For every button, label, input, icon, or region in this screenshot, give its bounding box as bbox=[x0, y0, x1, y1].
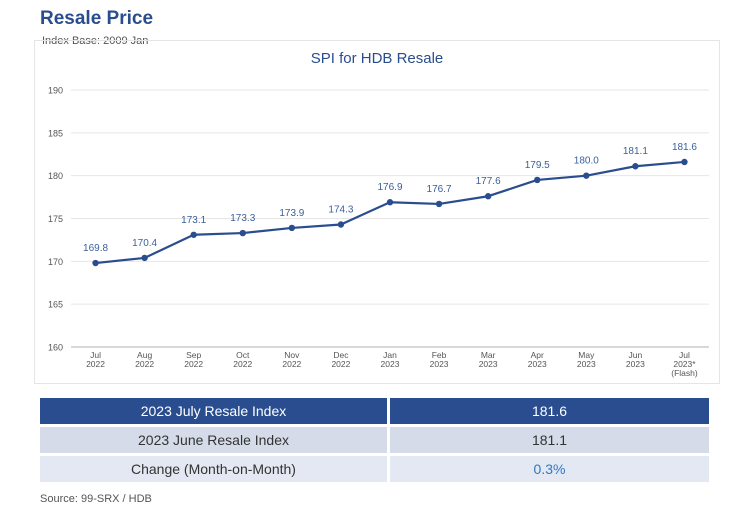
data-label: 176.9 bbox=[377, 182, 402, 193]
data-point bbox=[534, 176, 541, 184]
summary-label-july: 2023 July Resale Index bbox=[40, 398, 390, 427]
x-tick-label: 2023* bbox=[673, 359, 696, 369]
x-tick-label: 2022 bbox=[282, 359, 301, 369]
x-tick-label: 2023 bbox=[381, 359, 400, 369]
data-label: 179.5 bbox=[525, 160, 550, 171]
data-point bbox=[435, 200, 443, 208]
data-label: 174.3 bbox=[328, 204, 353, 215]
summary-value-july: 181.6 bbox=[390, 398, 709, 427]
x-tick-label: Aug bbox=[137, 350, 152, 360]
data-point bbox=[337, 221, 345, 228]
x-tick-label: 2023 bbox=[528, 359, 547, 369]
data-label: 181.1 bbox=[623, 146, 648, 157]
x-tick-label: Oct bbox=[236, 350, 250, 360]
x-tick-label: May bbox=[578, 350, 595, 360]
x-tick-label: 2022 bbox=[135, 359, 154, 369]
chart-frame: SPI for HDB Resale 160 165 170 175 180 185 190 J… bbox=[34, 40, 720, 384]
x-tick-label: 2022 bbox=[184, 359, 203, 369]
data-label: 173.1 bbox=[181, 215, 206, 226]
data-label: 180.0 bbox=[574, 156, 599, 167]
spi-line-chart: SPI for HDB Resale 160 165 170 175 180 185 190 J… bbox=[48, 50, 709, 378]
data-label: 176.7 bbox=[427, 184, 452, 195]
data-point bbox=[288, 224, 296, 232]
data-point bbox=[386, 199, 394, 206]
data-point bbox=[583, 172, 590, 179]
x-tick-label: Mar bbox=[481, 350, 496, 360]
summary-value-june: 181.1 bbox=[390, 427, 709, 456]
data-point bbox=[681, 158, 688, 166]
x-tick-label: Sep bbox=[186, 350, 201, 360]
series-line bbox=[95, 160, 685, 265]
x-tick-label: (Flash) bbox=[671, 368, 698, 378]
y-tick-label: 175 bbox=[48, 214, 63, 224]
x-tick-label: 2022 bbox=[86, 359, 105, 369]
data-label: 173.3 bbox=[230, 213, 255, 224]
summary-row-june: 2023 June Resale Index 181.1 bbox=[40, 427, 709, 456]
source-note: Source: 99-SRX / HDB bbox=[40, 493, 152, 505]
resale-summary-table: 2023 July Resale Index 181.6 2023 June R… bbox=[40, 398, 709, 485]
data-point bbox=[190, 231, 197, 238]
chart-title: SPI for HDB Resale bbox=[311, 50, 444, 67]
data-label: 173.9 bbox=[279, 208, 304, 219]
x-tick-label: Apr bbox=[531, 350, 544, 360]
summary-row-july: 2023 July Resale Index 181.6 bbox=[40, 398, 709, 427]
x-tick-label: 2023 bbox=[577, 359, 596, 369]
data-label: 181.6 bbox=[672, 142, 697, 153]
index-base-subtitle: Index Base: 2009 Jan bbox=[42, 35, 149, 47]
y-tick-label: 180 bbox=[48, 171, 63, 181]
x-tick-label: 2022 bbox=[331, 359, 350, 369]
data-point bbox=[141, 254, 148, 262]
data-label: 169.8 bbox=[83, 243, 108, 254]
y-tick-label: 160 bbox=[48, 343, 63, 353]
y-tick-label: 185 bbox=[48, 128, 63, 138]
page-title: Resale Price bbox=[40, 8, 154, 29]
summary-value-change: 0.3% bbox=[390, 456, 709, 485]
x-tick-label: Nov bbox=[284, 350, 300, 360]
y-tick-label: 170 bbox=[48, 257, 63, 267]
x-tick-label: Jul bbox=[90, 350, 101, 360]
x-tick-label: Jul bbox=[679, 350, 690, 360]
y-tick-label: 190 bbox=[48, 86, 63, 96]
x-tick-label: 2023 bbox=[479, 359, 498, 369]
data-point bbox=[92, 259, 99, 267]
x-tick-label: Feb bbox=[432, 350, 447, 360]
x-tick-label: 2023 bbox=[626, 359, 645, 369]
y-tick-label: 165 bbox=[48, 300, 63, 310]
summary-row-change: Change (Month-on-Month) 0.3% bbox=[40, 456, 709, 485]
summary-label-june: 2023 June Resale Index bbox=[40, 427, 390, 456]
x-tick-label: 2022 bbox=[233, 359, 252, 369]
data-point bbox=[632, 163, 639, 170]
data-point bbox=[484, 193, 492, 200]
x-tick-label: Dec bbox=[333, 350, 349, 360]
x-tick-label: Jun bbox=[629, 350, 643, 360]
data-label: 177.6 bbox=[476, 176, 501, 187]
data-point bbox=[239, 229, 246, 237]
data-label: 170.4 bbox=[132, 238, 157, 249]
x-tick-label: Jan bbox=[383, 350, 397, 360]
x-tick-label: 2023 bbox=[430, 359, 449, 369]
summary-label-change: Change (Month-on-Month) bbox=[40, 456, 390, 485]
